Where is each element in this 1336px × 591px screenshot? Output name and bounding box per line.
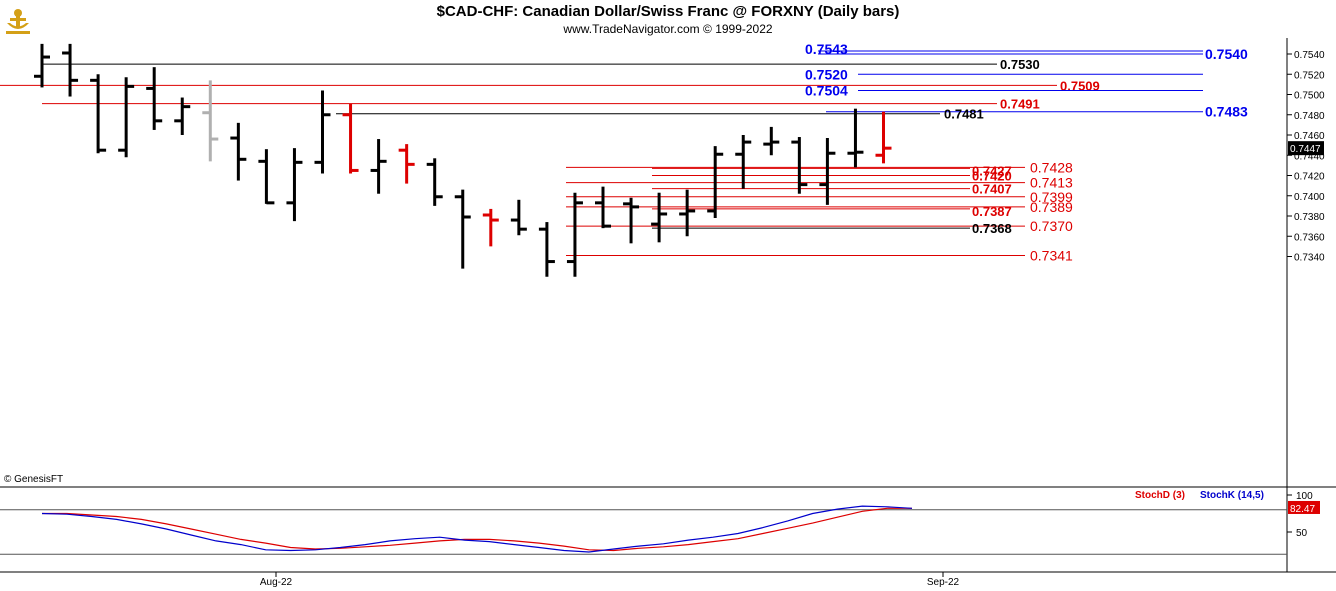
ohlc-bar (146, 67, 163, 130)
ohlc-bar (707, 146, 724, 219)
chart-subtitle: www.TradeNavigator.com © 1999-2022 (563, 22, 773, 36)
ohlc-bar (791, 137, 808, 194)
level-label-0.7389: 0.7389 (1030, 199, 1073, 215)
last-price-badge (1288, 141, 1324, 156)
level-label-0.7543: 0.7543 (805, 41, 848, 57)
ohlc-bar (538, 222, 555, 277)
data-credit: © GenesisFT (4, 474, 64, 485)
y-tick-label: 0.7380 (1294, 212, 1325, 223)
level-label-0.7413: 0.7413 (1030, 175, 1073, 191)
level-label-0.7420: 0.7420 (972, 169, 1012, 184)
level-label-0.7530: 0.7530 (1000, 57, 1040, 72)
level-label-0.7504: 0.7504 (805, 82, 848, 98)
level-label-0.7491: 0.7491 (1000, 97, 1040, 112)
stoch-series-k (41, 505, 913, 553)
x-tick-label: Aug-22 (260, 577, 293, 588)
ohlc-bar (847, 108, 864, 168)
ohlc-bar (314, 90, 331, 174)
stoch-series-d (42, 507, 912, 552)
ohlc-bar (286, 148, 303, 222)
y-tick-label: 0.7400 (1294, 192, 1325, 203)
stoch-legend-item: StochK (14,5) (1200, 490, 1264, 501)
ohlc-bar (679, 189, 696, 237)
ohlc-bar (566, 192, 583, 277)
ohlc-bar (454, 189, 471, 269)
ohlc-bar (202, 80, 219, 162)
stoch-last-value-badge (1288, 500, 1320, 514)
level-label-0.7428: 0.7428 (1030, 159, 1073, 175)
ohlc-bar (62, 43, 79, 97)
ohlc-bar (398, 144, 415, 184)
y-tick-label: 0.7480 (1294, 111, 1325, 122)
ohlc-bar (735, 135, 752, 189)
level-label-0.7520: 0.7520 (805, 66, 848, 82)
y-tick-label: 0.7520 (1294, 70, 1325, 81)
ohlc-bar (34, 43, 50, 88)
ohlc-bar (819, 138, 836, 205)
ohlc-bar (370, 139, 387, 194)
x-tick-label: Sep-22 (927, 577, 960, 588)
y-tick-label: 0.7440 (1294, 151, 1325, 162)
ohlc-bar (482, 208, 499, 247)
ohlc-bar (90, 74, 107, 154)
y-tick-label: 0.7460 (1294, 131, 1325, 142)
genesis-logo-icon (3, 3, 33, 35)
level-label-0.7387: 0.7387 (972, 204, 1012, 219)
last-price-label: 0.7447 (1290, 144, 1321, 155)
stoch-y-tick-label: 50 (1296, 528, 1308, 539)
level-label-0.7427: 0.7427 (972, 163, 1012, 178)
level-label-0.7407: 0.7407 (972, 182, 1012, 197)
ohlc-bar (510, 199, 527, 236)
ohlc-bar (174, 97, 191, 135)
ohlc-bar (426, 158, 443, 206)
ohlc-bar (342, 103, 359, 174)
ohlc-bar (763, 126, 780, 156)
level-label-0.7368: 0.7368 (972, 221, 1012, 236)
ohlc-bar (595, 186, 611, 229)
stoch-legend-item: StochD (3) (1135, 490, 1185, 501)
chart-title: $CAD-CHF: Canadian Dollar/Swiss Franc @ … (436, 3, 900, 20)
level-label-0.7399: 0.7399 (1030, 189, 1073, 205)
level-label-0.7540: 0.7540 (1205, 46, 1248, 62)
stoch-y-tick-label: 100 (1296, 491, 1313, 502)
level-label-0.7483: 0.7483 (1205, 104, 1248, 120)
y-tick-label: 0.7500 (1294, 91, 1325, 102)
stoch-last-value-label: 82.47 (1290, 504, 1315, 515)
y-tick-label: 0.7340 (1294, 253, 1325, 264)
level-label-0.7341: 0.7341 (1030, 247, 1073, 263)
ohlc-bar (875, 111, 892, 164)
ohlc-bar (651, 192, 668, 243)
level-label-0.7370: 0.7370 (1030, 218, 1073, 234)
ohlc-bar (230, 122, 247, 181)
level-label-0.7481: 0.7481 (944, 107, 984, 122)
ohlc-bar (258, 149, 275, 205)
ohlc-bar (118, 77, 135, 158)
ohlc-bar (623, 197, 640, 244)
level-label-0.7509: 0.7509 (1060, 78, 1100, 93)
y-tick-label: 0.7420 (1294, 172, 1325, 183)
y-tick-label: 0.7360 (1294, 232, 1325, 243)
y-tick-label: 0.7540 (1294, 50, 1325, 61)
